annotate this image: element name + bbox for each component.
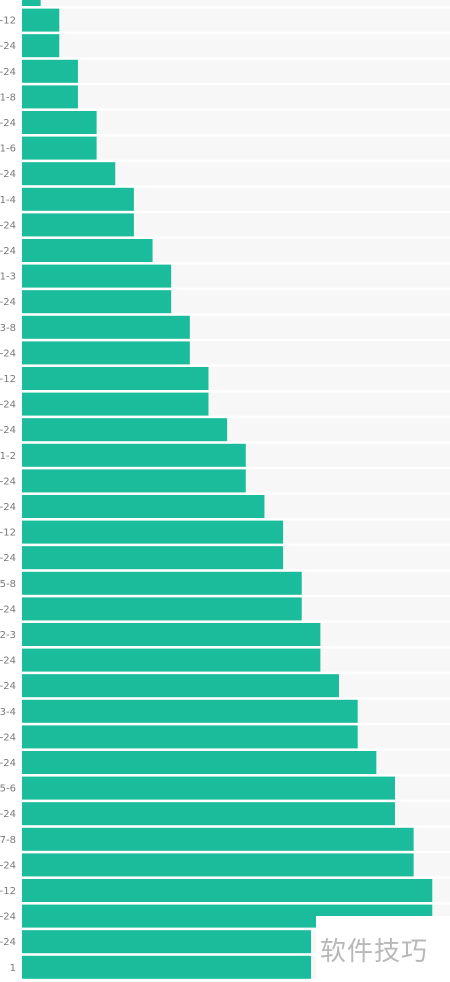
bar: [22, 802, 395, 826]
bar: [22, 674, 340, 698]
tick-label: -24: [0, 912, 16, 923]
bar: [22, 367, 209, 390]
bar: [22, 955, 312, 979]
bar: [22, 571, 302, 595]
bar: [22, 623, 321, 646]
bars: [22, 0, 433, 979]
row-band: [22, 136, 450, 160]
category-tick-labels: -12 -24 -24 1-8 -24 1-6 -24 1-4 -24 -24 1-3 -24 3-8 -…: [0, 16, 16, 974]
bar: [22, 853, 414, 877]
tick-label: -12: [0, 374, 16, 385]
bar: [22, 239, 153, 262]
bar: [22, 341, 190, 365]
row-band: [22, 0, 450, 6]
bar: [22, 0, 41, 6]
bar: [22, 597, 302, 621]
bar: [22, 111, 97, 134]
tick-label: -12: [0, 886, 16, 897]
row-band: [22, 59, 450, 83]
bar: [22, 136, 97, 160]
tick-label: -24: [0, 860, 16, 871]
row-band: [22, 111, 450, 134]
tick-label: -24: [0, 425, 16, 436]
tick-label: 1-8: [0, 92, 16, 103]
bar: [22, 648, 321, 672]
tick-label: 5-6: [0, 784, 16, 795]
tick-label: -24: [0, 348, 16, 359]
tick-label: -12: [0, 16, 16, 27]
bar: [22, 725, 358, 749]
tick-label: -24: [0, 553, 16, 564]
bar: [22, 213, 134, 237]
bar: [22, 59, 78, 83]
bar: [22, 879, 433, 902]
tick-label: 3-8: [0, 323, 16, 334]
tick-label: -24: [0, 476, 16, 487]
tick-label: 1-3: [0, 272, 16, 283]
bar: [22, 776, 395, 800]
bar: [22, 8, 60, 32]
tick-label: -24: [0, 169, 16, 180]
tick-label: 1-6: [0, 144, 16, 155]
tick-label: 2-3: [0, 630, 16, 641]
row-band: [22, 8, 450, 32]
tick-label: -24: [0, 41, 16, 52]
tick-label: 7-8: [0, 835, 16, 846]
tick-label: 3-4: [0, 707, 16, 718]
bar: [22, 315, 190, 339]
bar: [22, 392, 209, 416]
tick-label: -24: [0, 809, 16, 820]
bar: [22, 187, 134, 211]
tick-label: -24: [0, 681, 16, 692]
bar: [22, 699, 358, 723]
bar: [22, 162, 116, 186]
bar: [22, 495, 265, 518]
tick-label: -24: [0, 400, 16, 411]
bar: [22, 930, 312, 954]
bar: [22, 443, 246, 467]
bar: [22, 264, 172, 288]
row-band: [22, 34, 450, 58]
bar: [22, 827, 414, 851]
bar: [22, 85, 78, 109]
tick-label: -24: [0, 118, 16, 129]
row-band: [22, 85, 450, 109]
tick-label: -24: [0, 297, 16, 308]
bar: [22, 34, 60, 58]
tick-label: -24: [0, 604, 16, 615]
tick-label: 1-4: [0, 195, 16, 206]
tick-label: 1-2: [0, 451, 16, 462]
bar: [22, 520, 284, 544]
bar: [22, 469, 246, 493]
bar: [22, 751, 377, 774]
watermark: 软件技巧: [316, 916, 450, 982]
tick-label: -24: [0, 220, 16, 231]
tick-label: -24: [0, 67, 16, 78]
tick-label: 5-8: [0, 579, 16, 590]
tick-label: -24: [0, 656, 16, 667]
tick-label: -24: [0, 502, 16, 513]
bar: [22, 418, 228, 442]
bar: [22, 290, 172, 314]
tick-label: -12: [0, 528, 16, 539]
tick-label: -24: [0, 758, 16, 769]
tick-label: 1: [10, 963, 16, 974]
tick-label: -24: [0, 732, 16, 743]
tick-label: -24: [0, 246, 16, 257]
bar: [22, 546, 284, 570]
row-band: [22, 162, 450, 186]
tick-label: -24: [0, 937, 16, 948]
